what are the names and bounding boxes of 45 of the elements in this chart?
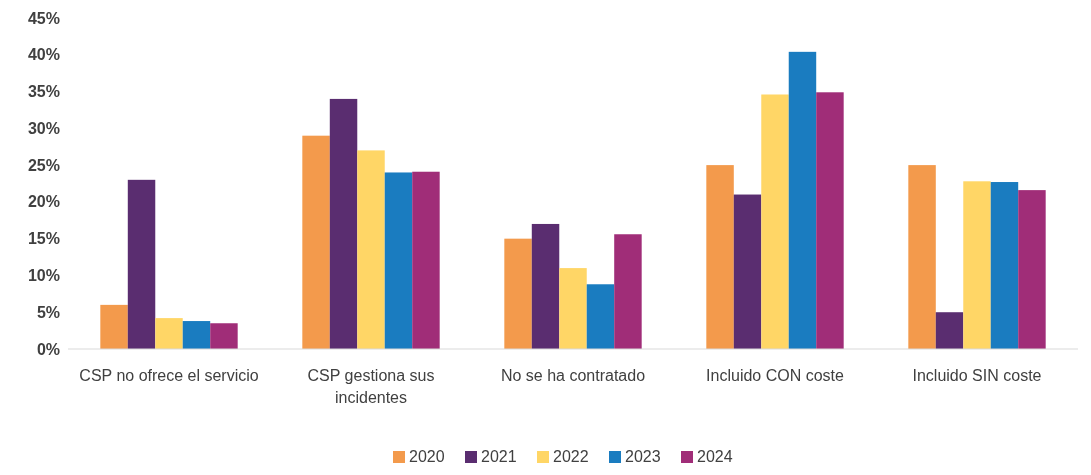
bar bbox=[963, 181, 991, 349]
bar bbox=[182, 321, 211, 349]
legend-label: 2024 bbox=[697, 448, 733, 465]
legend-label: 2022 bbox=[553, 448, 589, 465]
y-tick-label: 10% bbox=[27, 267, 60, 285]
y-tick-label: 30% bbox=[27, 119, 60, 137]
bar bbox=[816, 92, 844, 349]
bar bbox=[990, 182, 1019, 349]
bar bbox=[100, 304, 128, 349]
y-tick-label: 35% bbox=[27, 83, 60, 101]
bar bbox=[1018, 190, 1046, 349]
bar bbox=[559, 268, 587, 349]
bar bbox=[504, 238, 532, 349]
x-tick-label: CSP no ofrece el servicio bbox=[79, 367, 259, 384]
y-tick-label: 0% bbox=[36, 340, 60, 358]
bar bbox=[329, 98, 358, 349]
y-tick-label: 15% bbox=[27, 230, 60, 248]
y-tick-label: 20% bbox=[27, 193, 60, 211]
bar bbox=[935, 312, 964, 349]
bar bbox=[733, 194, 762, 349]
bar bbox=[531, 223, 560, 349]
bar bbox=[302, 135, 330, 349]
x-tick-label: No se ha contratado bbox=[500, 367, 646, 384]
x-tick-label: Incluido CON coste bbox=[706, 367, 845, 384]
y-tick-label: 5% bbox=[36, 303, 60, 321]
y-tick-label: 40% bbox=[27, 46, 60, 64]
bar bbox=[706, 165, 734, 349]
y-tick-label: 45% bbox=[27, 9, 60, 27]
bar bbox=[586, 284, 615, 349]
legend-label: 2023 bbox=[625, 448, 661, 465]
x-tick-label: CSP gestiona sus incidentes bbox=[307, 367, 435, 406]
x-tick-label: Incluido SIN coste bbox=[912, 367, 1042, 384]
bar bbox=[614, 234, 642, 349]
bar bbox=[761, 94, 789, 349]
bar bbox=[908, 165, 936, 349]
legend-label: 2021 bbox=[481, 448, 517, 465]
bar bbox=[788, 51, 817, 349]
bar bbox=[127, 179, 156, 349]
bar bbox=[210, 323, 238, 349]
bar bbox=[357, 150, 385, 349]
bar bbox=[155, 318, 183, 349]
bar bbox=[412, 171, 440, 349]
y-tick-label: 25% bbox=[27, 156, 60, 174]
bar bbox=[384, 172, 413, 349]
legend-label: 2020 bbox=[409, 448, 445, 465]
